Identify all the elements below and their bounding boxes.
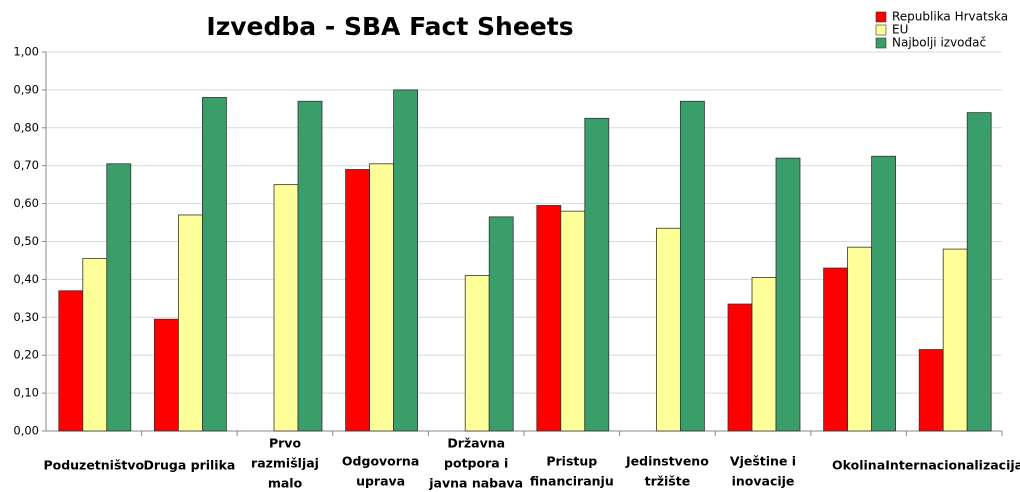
x-tick-label: Poduzetništvo — [43, 458, 144, 473]
bar — [775, 157, 801, 432]
y-tick-label: 0,90 — [13, 82, 39, 96]
legend-label: Republika Hrvatska — [892, 10, 1008, 24]
x-tick-label: uprava — [356, 474, 405, 489]
y-tick-label: 0,50 — [13, 234, 39, 248]
legend-label: EU — [892, 23, 908, 37]
y-tick-label: 0,40 — [13, 272, 39, 286]
bar — [918, 349, 944, 432]
x-tick-label: razmišljaj — [251, 456, 319, 471]
bar — [464, 275, 490, 432]
bar — [942, 248, 968, 432]
bar — [966, 112, 992, 432]
bar — [345, 169, 371, 432]
y-tick-label: 0,30 — [13, 310, 39, 324]
bar — [656, 227, 681, 432]
x-tick-label: financiranju — [530, 474, 614, 489]
y-tick-label: 0,00 — [13, 424, 39, 438]
bar — [369, 163, 395, 432]
x-tick-label: potpora i — [444, 456, 508, 471]
legend-swatch — [875, 11, 887, 23]
legend-swatch — [875, 37, 887, 49]
x-tick-label: Internacionalizacija — [885, 458, 1020, 473]
x-tick-label: Prvo — [269, 436, 301, 451]
x-tick-label: Jedinstveno — [625, 454, 709, 469]
y-tick-label: 0,80 — [13, 120, 39, 134]
bar — [106, 163, 132, 432]
bar — [58, 290, 84, 432]
x-tick-label: malo — [268, 476, 303, 491]
x-tick-label: javna nabava — [428, 476, 523, 491]
x-tick-label: Druga prilika — [143, 458, 235, 473]
bar — [560, 210, 586, 432]
bar — [727, 303, 753, 432]
x-tick-label: tržište — [645, 474, 691, 489]
bar — [273, 184, 299, 432]
bar — [393, 89, 419, 432]
x-tick-label: inovacije — [732, 474, 795, 489]
bar — [536, 205, 562, 432]
bar — [201, 97, 227, 432]
x-tick-label: Pristup — [546, 454, 597, 469]
bar — [847, 246, 872, 432]
bar — [823, 267, 848, 432]
x-tick-label: Državna — [447, 436, 505, 451]
x-tick-label: Okolina — [832, 458, 885, 473]
bar — [177, 214, 203, 432]
bar — [751, 277, 777, 432]
bar — [82, 258, 108, 432]
y-tick-label: 0,20 — [13, 348, 39, 362]
y-tick-label: 0,60 — [13, 196, 39, 210]
bar — [584, 117, 610, 432]
y-tick-label: 0,70 — [13, 158, 39, 172]
bar — [297, 100, 323, 432]
chart-title: Izvedba - SBA Fact Sheets — [206, 12, 573, 41]
bar — [153, 318, 179, 432]
legend-swatch — [875, 24, 887, 36]
bar — [488, 216, 514, 432]
x-tick-label: Odgovorna — [342, 454, 419, 469]
y-tick-label: 0,10 — [13, 386, 39, 400]
bar — [871, 155, 896, 432]
legend-label: Najbolji izvođač — [892, 36, 986, 50]
bar — [680, 100, 705, 432]
x-tick-label: Vještine i — [730, 454, 796, 469]
y-tick-label: 1,00 — [13, 45, 39, 59]
